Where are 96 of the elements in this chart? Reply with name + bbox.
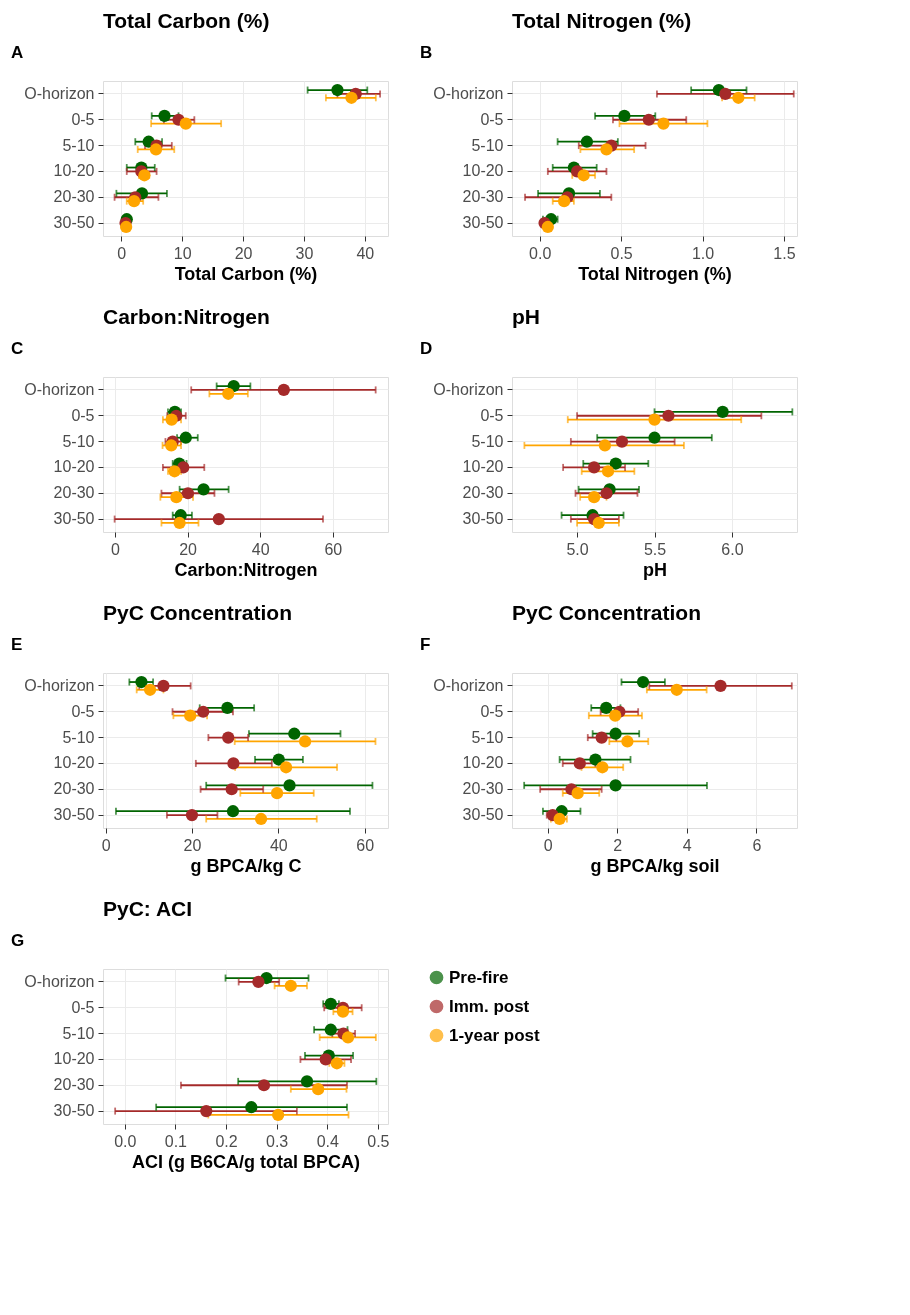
text: D [420,339,433,358]
y-tick-label: 20-30 [53,780,95,798]
x-axis-title: Carbon:Nitrogen [174,559,318,580]
y-tick-label: 30-50 [53,806,95,824]
chart-title: Carbon:Nitrogen [103,305,270,328]
x-tick-label: 10 [173,244,192,262]
y-tick-label: 20-30 [462,188,504,206]
y-tick-label: 5-10 [471,432,504,450]
y-tick-label: 5-10 [471,136,504,154]
y-tick-label: 10-20 [53,754,95,772]
y-tick-label: 10-20 [53,162,95,180]
x-tick-label: 0 [111,540,121,558]
y-tick-label: 0-5 [480,406,504,424]
y-tick-label: 0-5 [480,110,504,128]
y-tick-label: 30-50 [53,510,95,528]
legend-label: Pre-fire [449,967,509,987]
y-tick-label: 5-10 [471,728,504,746]
chart-title: PyC: ACI [103,897,193,920]
y-tick-label: O-horizon [433,676,504,694]
y-tick-label: 5-10 [62,432,95,450]
y-tick-label: O-horizon [24,676,95,694]
text: A [11,43,24,62]
y-tick-label: 20-30 [53,188,95,206]
text: F [420,635,431,654]
y-tick-label: 30-50 [462,214,504,232]
y-tick-label: 0-5 [71,702,95,720]
x-tick-label: 1.0 [691,244,715,262]
x-tick-label: 5.0 [566,540,589,558]
x-tick-label: 6.0 [721,540,744,558]
x-tick-label: 0.1 [164,1132,188,1150]
y-tick-label: 30-50 [53,214,95,232]
y-tick-label: O-horizon [24,972,95,990]
chart-title: Total Carbon (%) [103,9,270,32]
x-tick-label: 4 [682,836,692,854]
y-tick-label: O-horizon [24,84,95,102]
text: G [11,931,25,950]
y-tick-label: 10-20 [53,1050,95,1068]
y-tick-label: 5-10 [62,1024,95,1042]
x-tick-label: 6 [752,836,762,854]
x-axis-title: g BPCA/kg soil [590,855,720,876]
legend-label: 1-year post [449,1025,541,1045]
y-tick-label: 0-5 [71,406,95,424]
x-tick-label: 0.2 [215,1132,238,1150]
x-tick-label: 60 [356,836,375,854]
y-tick-label: 10-20 [53,458,95,476]
y-tick-label: 5-10 [62,136,95,154]
x-tick-label: 0 [543,836,553,854]
y-tick-label: 20-30 [462,484,504,502]
legend-label: Imm. post [449,996,530,1016]
y-tick-label: 0-5 [71,110,95,128]
x-tick-label: 40 [356,244,375,262]
x-tick-label: 0.5 [367,1132,390,1150]
x-tick-label: 0.3 [266,1132,289,1150]
y-tick-label: 30-50 [462,806,504,824]
x-tick-label: 60 [324,540,343,558]
chart-title: PyC Concentration [103,601,293,624]
x-tick-label: 1.5 [773,244,796,262]
x-tick-label: 0 [117,244,127,262]
x-axis-title: pH [643,559,667,580]
y-tick-label: 20-30 [462,780,504,798]
y-tick-label: 10-20 [462,754,504,772]
x-tick-label: 20 [183,836,202,854]
y-tick-label: 30-50 [462,510,504,528]
x-tick-label: 2 [613,836,623,854]
y-tick-label: 0-5 [71,998,95,1016]
x-tick-label: 40 [269,836,288,854]
x-tick-label: 40 [251,540,270,558]
chart-title: PyC Concentration [512,601,702,624]
y-tick-label: 10-20 [462,458,504,476]
y-tick-label: 30-50 [53,1102,95,1120]
x-tick-label: 5.5 [643,540,667,558]
x-axis-title: g BPCA/kg C [190,855,302,876]
x-axis-title: ACI (g B6CA/g total BPCA) [132,1151,360,1172]
x-tick-label: 0.5 [610,244,633,262]
x-tick-label: 0.0 [114,1132,137,1150]
x-tick-label: 0.0 [529,244,552,262]
y-tick-label: O-horizon [24,380,95,398]
x-axis-title: Total Nitrogen (%) [578,263,732,284]
x-tick-label: 20 [234,244,253,262]
y-tick-label: 5-10 [62,728,95,746]
chart-title: Total Nitrogen (%) [512,9,692,32]
x-tick-label: 20 [179,540,198,558]
chart-title: pH [512,305,540,328]
text: C [11,339,24,358]
y-tick-label: 20-30 [53,484,95,502]
x-tick-label: 0 [101,836,111,854]
x-axis-title: Total Carbon (%) [174,263,318,284]
text: E [11,635,23,654]
y-tick-label: 20-30 [53,1076,95,1094]
y-tick-label: 10-20 [462,162,504,180]
x-tick-label: 30 [295,244,314,262]
y-tick-label: O-horizon [433,84,504,102]
text: B [420,43,433,62]
y-tick-label: 0-5 [480,702,504,720]
x-tick-label: 0.4 [316,1132,339,1150]
y-tick-label: O-horizon [433,380,504,398]
